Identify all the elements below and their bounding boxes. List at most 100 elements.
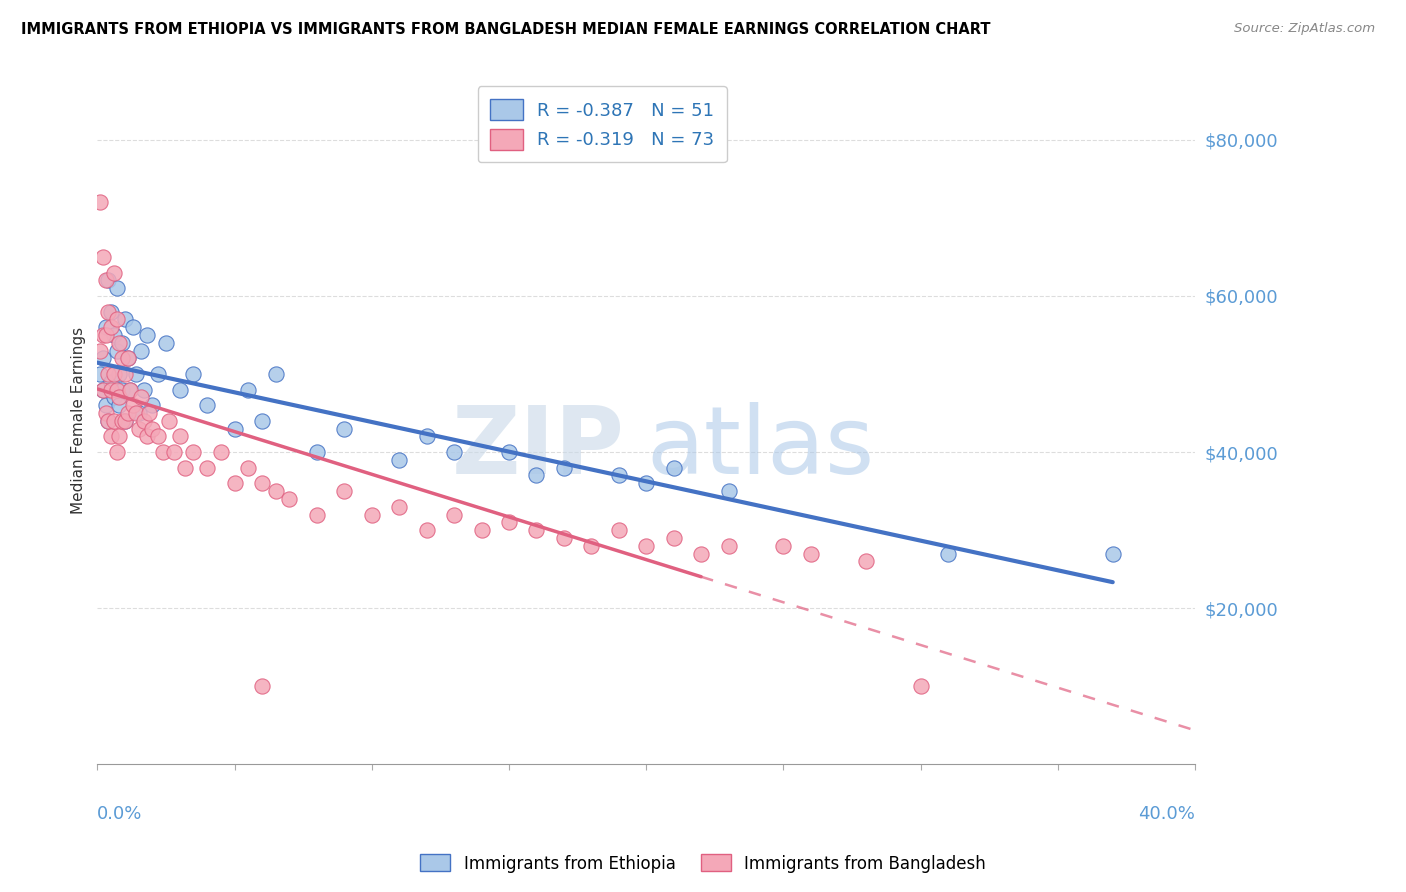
Point: [105, 343, 128, 358]
Point: [443, 445, 465, 459]
Point: [135, 328, 157, 343]
Point: [132, 383, 155, 397]
Point: [128, 422, 150, 436]
Point: [94, 398, 117, 412]
Point: [135, 429, 157, 443]
Point: [305, 445, 328, 459]
Point: [800, 547, 823, 561]
Point: [238, 383, 260, 397]
Point: [132, 414, 155, 428]
Point: [717, 484, 740, 499]
Point: [89, 343, 111, 358]
Point: [146, 429, 169, 443]
Point: [114, 414, 136, 428]
Point: [122, 320, 145, 334]
Point: [114, 312, 136, 326]
Point: [128, 406, 150, 420]
Point: [103, 328, 125, 343]
Point: [195, 460, 218, 475]
Point: [114, 414, 136, 428]
Point: [125, 367, 148, 381]
Point: [108, 335, 131, 350]
Point: [305, 508, 328, 522]
Point: [108, 391, 131, 405]
Point: [89, 195, 111, 210]
Point: [141, 422, 163, 436]
Point: [103, 367, 125, 381]
Point: [163, 445, 186, 459]
Point: [333, 484, 356, 499]
Point: [772, 539, 794, 553]
Point: [470, 523, 492, 537]
Point: [526, 468, 548, 483]
Point: [278, 491, 301, 506]
Point: [91, 383, 114, 397]
Text: 0.0%: 0.0%: [97, 805, 143, 823]
Legend: Immigrants from Ethiopia, Immigrants from Bangladesh: Immigrants from Ethiopia, Immigrants fro…: [413, 847, 993, 880]
Point: [100, 375, 122, 389]
Text: Source: ZipAtlas.com: Source: ZipAtlas.com: [1234, 22, 1375, 36]
Point: [238, 460, 260, 475]
Point: [122, 398, 145, 412]
Point: [183, 445, 205, 459]
Point: [91, 328, 114, 343]
Point: [553, 460, 575, 475]
Point: [209, 445, 232, 459]
Legend: R = -0.387   N = 51, R = -0.319   N = 73: R = -0.387 N = 51, R = -0.319 N = 73: [478, 87, 727, 162]
Point: [388, 500, 411, 514]
Point: [103, 391, 125, 405]
Point: [250, 414, 273, 428]
Point: [553, 531, 575, 545]
Point: [105, 383, 128, 397]
Point: [94, 320, 117, 334]
Point: [662, 460, 685, 475]
Point: [117, 351, 139, 366]
Point: [333, 422, 356, 436]
Point: [224, 422, 246, 436]
Point: [91, 250, 114, 264]
Point: [111, 335, 134, 350]
Point: [103, 266, 125, 280]
Point: [111, 351, 134, 366]
Point: [607, 468, 630, 483]
Point: [526, 523, 548, 537]
Point: [120, 383, 142, 397]
Point: [581, 539, 603, 553]
Point: [174, 460, 197, 475]
Point: [169, 429, 191, 443]
Point: [717, 539, 740, 553]
Point: [129, 343, 152, 358]
Point: [157, 414, 180, 428]
Point: [108, 367, 131, 381]
Text: IMMIGRANTS FROM ETHIOPIA VS IMMIGRANTS FROM BANGLADESH MEDIAN FEMALE EARNINGS CO: IMMIGRANTS FROM ETHIOPIA VS IMMIGRANTS F…: [21, 22, 991, 37]
Point: [117, 406, 139, 420]
Point: [94, 273, 117, 287]
Point: [146, 367, 169, 381]
Point: [97, 304, 120, 318]
Point: [415, 523, 437, 537]
Text: atlas: atlas: [647, 402, 875, 494]
Point: [129, 391, 152, 405]
Point: [141, 398, 163, 412]
Point: [89, 367, 111, 381]
Point: [91, 351, 114, 366]
Point: [936, 547, 959, 561]
Point: [264, 484, 287, 499]
Point: [360, 508, 382, 522]
Point: [97, 414, 120, 428]
Point: [100, 383, 122, 397]
Point: [111, 414, 134, 428]
Point: [94, 328, 117, 343]
Point: [97, 414, 120, 428]
Point: [443, 508, 465, 522]
Point: [117, 351, 139, 366]
Point: [498, 445, 520, 459]
Point: [1101, 547, 1123, 561]
Point: [105, 312, 128, 326]
Point: [250, 476, 273, 491]
Point: [100, 320, 122, 334]
Point: [662, 531, 685, 545]
Point: [250, 679, 273, 693]
Point: [97, 367, 120, 381]
Point: [152, 445, 174, 459]
